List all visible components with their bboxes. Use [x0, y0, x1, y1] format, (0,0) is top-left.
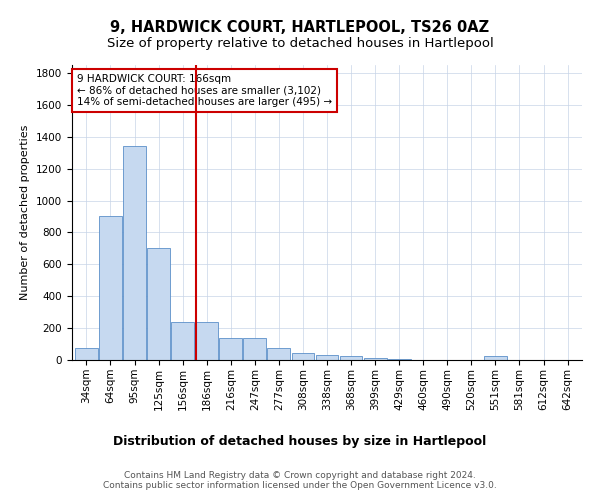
Text: Distribution of detached houses by size in Hartlepool: Distribution of detached houses by size … — [113, 435, 487, 448]
Bar — [123, 146, 146, 360]
Text: Size of property relative to detached houses in Hartlepool: Size of property relative to detached ho… — [107, 38, 493, 51]
Bar — [268, 348, 290, 360]
Bar — [292, 353, 314, 360]
Bar — [220, 338, 242, 360]
Bar — [99, 216, 122, 360]
Bar — [75, 348, 98, 360]
Bar — [340, 356, 362, 360]
Text: 9, HARDWICK COURT, HARTLEPOOL, TS26 0AZ: 9, HARDWICK COURT, HARTLEPOOL, TS26 0AZ — [110, 20, 490, 35]
Bar — [364, 358, 386, 360]
Text: Contains HM Land Registry data © Crown copyright and database right 2024.
Contai: Contains HM Land Registry data © Crown c… — [103, 470, 497, 490]
Y-axis label: Number of detached properties: Number of detached properties — [20, 125, 31, 300]
Bar — [244, 338, 266, 360]
Bar — [388, 359, 410, 360]
Bar — [316, 355, 338, 360]
Bar — [484, 356, 507, 360]
Text: 9 HARDWICK COURT: 166sqm
← 86% of detached houses are smaller (3,102)
14% of sem: 9 HARDWICK COURT: 166sqm ← 86% of detach… — [77, 74, 332, 107]
Bar — [171, 322, 194, 360]
Bar — [195, 322, 218, 360]
Bar — [147, 248, 170, 360]
